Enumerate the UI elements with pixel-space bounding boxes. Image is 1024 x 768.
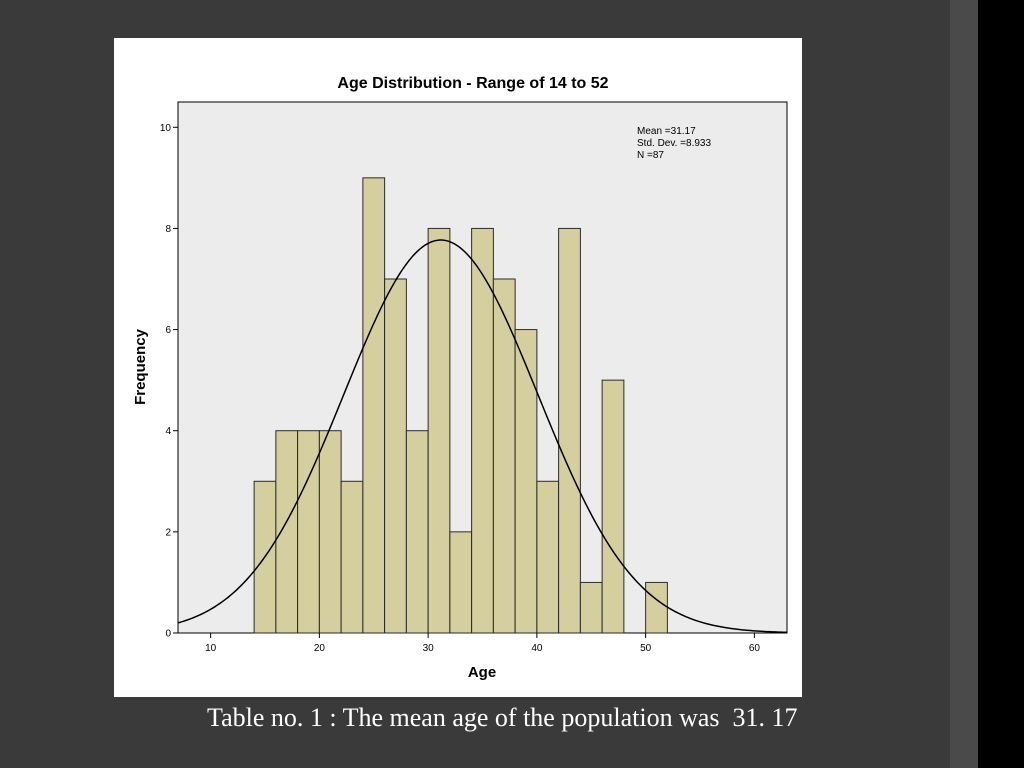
histogram-bar bbox=[318, 430, 342, 634]
histogram-bar bbox=[579, 581, 603, 634]
chart-title: Age Distribution - Range of 14 to 52 bbox=[337, 75, 608, 92]
x-tick-label: 30 bbox=[423, 643, 435, 654]
histogram-bar bbox=[384, 278, 407, 634]
x-tick-label: 50 bbox=[640, 643, 652, 654]
y-tick-label: 0 bbox=[165, 629, 171, 640]
y-tick-label: 2 bbox=[165, 527, 171, 538]
stats-box: Mean =31.17 Std. Dev. =8.933 N =87 bbox=[637, 126, 711, 161]
histogram-bar bbox=[275, 430, 299, 634]
histogram-chart: Age Distribution - Range of 14 to 52 0 2 4… bbox=[132, 75, 788, 681]
y-tick-label: 10 bbox=[160, 123, 172, 134]
stats-mean: Mean =31.17 bbox=[637, 126, 696, 137]
bars-group bbox=[253, 177, 668, 634]
x-tick-label: 10 bbox=[205, 643, 217, 654]
y-axis-label: Frequency bbox=[132, 328, 149, 405]
stats-n: N =87 bbox=[637, 150, 664, 161]
normal-curve bbox=[177, 239, 788, 634]
histogram-bar bbox=[427, 227, 451, 634]
y-tick-label: 8 bbox=[165, 224, 171, 235]
histogram-bar bbox=[601, 379, 625, 634]
histogram-bar bbox=[471, 227, 494, 634]
histogram-bar bbox=[558, 227, 581, 634]
x-tick-label: 60 bbox=[749, 643, 761, 654]
y-tick-label: 4 bbox=[165, 426, 171, 437]
histogram-bar bbox=[536, 480, 560, 634]
histogram-bar bbox=[405, 430, 429, 634]
background-strip bbox=[950, 0, 978, 768]
chart-card: Age Distribution - Range of 14 to 52 0 2 4… bbox=[114, 38, 802, 697]
histogram-bar bbox=[340, 480, 364, 634]
background-edge bbox=[978, 0, 1024, 768]
histogram-bar bbox=[645, 581, 668, 634]
stats-sd: Std. Dev. =8.933 bbox=[637, 138, 711, 149]
x-axis-ticks: 10 20 30 40 50 60 bbox=[205, 633, 760, 654]
histogram-bar bbox=[514, 329, 538, 634]
histogram-bar bbox=[449, 531, 473, 634]
x-tick-label: 20 bbox=[314, 643, 326, 654]
caption-text: Table no. 1 : The mean age of the popula… bbox=[207, 703, 798, 732]
x-axis-label: Age bbox=[468, 664, 496, 681]
x-tick-label: 40 bbox=[531, 643, 543, 654]
y-axis-ticks: 0 2 4 6 8 10 bbox=[160, 123, 178, 640]
y-tick-label: 6 bbox=[165, 325, 171, 336]
histogram-bar bbox=[362, 177, 386, 634]
